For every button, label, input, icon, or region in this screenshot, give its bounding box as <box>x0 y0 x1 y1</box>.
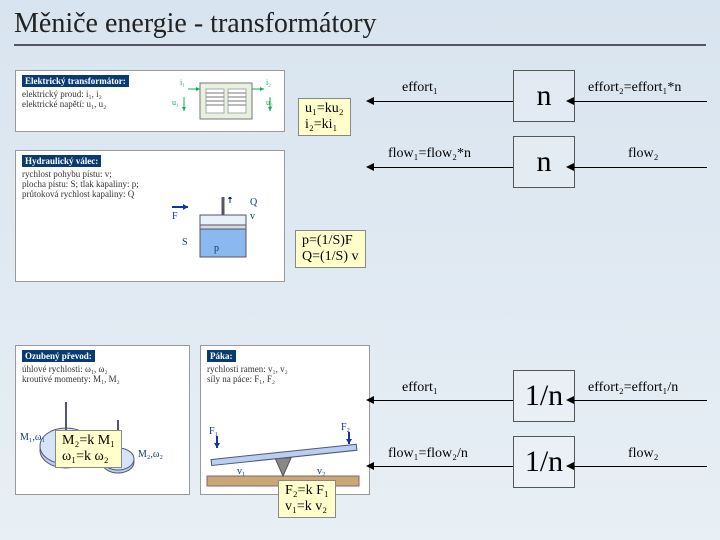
illus-hydraulic-cylinder: Hydraulický válec: rychlost pohybu pístu… <box>15 150 285 282</box>
lbl-effort2-top: effort₂=effort₁*n <box>588 80 681 96</box>
svg-text:v₂: v₂ <box>317 466 326 477</box>
illus4-header: Páka: <box>207 350 236 362</box>
eq-gear: M₂=k M₁ ω₁=k ω₂ <box>55 430 122 468</box>
illus3-header: Ozubený převod: <box>22 350 95 362</box>
svg-text:p: p <box>214 243 219 254</box>
arrow-bot_right_in <box>573 400 707 401</box>
svg-text:Q: Q <box>250 197 258 208</box>
illus4-text: rychlosti ramen: v₁, v₂ síly na páce: F₁… <box>207 364 288 384</box>
arrow-bot_left_in <box>373 400 513 401</box>
page-title: Měniče energie - transformátory <box>14 8 706 46</box>
arrow-top_left_flow <box>373 167 513 168</box>
lbl-effort2-bot: effort₂=effort₁/n <box>588 380 678 396</box>
illus2-text: rychlost pohybu pístu: v; plocha pístu: … <box>22 169 139 199</box>
lbl-effort1-top: effort₁ <box>402 80 438 96</box>
transformer-icon: i₁ i₂ u₁ u₂ <box>170 75 280 125</box>
illus1-header: Elektrický transformátor: <box>22 75 129 87</box>
illus-lever: Páka: rychlosti ramen: v₁, v₂ síly na pá… <box>200 345 370 495</box>
illus2-header: Hydraulický válec: <box>22 155 101 167</box>
lbl-flow2-bot: flow₂ <box>628 446 659 462</box>
svg-text:F: F <box>172 211 178 222</box>
nbox-top-flow: n <box>513 136 575 188</box>
svg-text:i₁: i₁ <box>180 78 185 87</box>
svg-text:M₂,ω₂: M₂,ω₂ <box>138 449 163 460</box>
svg-text:F₁: F₁ <box>209 426 218 437</box>
eq-hydraulic: p=(1/S)F Q=(1/S) v <box>295 230 366 268</box>
illus3-text: úhlové rychlosti: ω₁, ω₂ kroutivé moment… <box>22 364 120 384</box>
illus-elec-transformer: Elektrický transformátor: elektrický pro… <box>15 70 285 132</box>
eq-transformer: u₁=ku₂ i₂=ki₁ <box>298 98 351 136</box>
lbl-flow1-top: flow₁=flow₂*n <box>388 146 471 162</box>
svg-text:u₁: u₁ <box>172 98 179 107</box>
arrow-top_right_in <box>573 101 707 102</box>
lbl-effort1-bot: effort₁ <box>402 380 438 396</box>
hydraulic-icon: p S F Q v <box>170 197 280 277</box>
arrow-bot_left_flow <box>373 466 513 467</box>
svg-text:M₁,ω₁: M₁,ω₁ <box>20 432 45 443</box>
svg-text:i₂: i₂ <box>266 78 271 87</box>
svg-text:v₁: v₁ <box>237 466 246 477</box>
svg-text:v: v <box>250 211 255 222</box>
illus1-text: elektrický proud: i₁, i₂ elektrické napě… <box>22 89 106 109</box>
svg-text:S: S <box>182 237 188 248</box>
eq-lever: F₂=k F₁ v₁=k v₂ <box>278 480 336 518</box>
svg-text:F₂: F₂ <box>341 422 350 433</box>
illus-gear-pair: Ozubený převod: úhlové rychlosti: ω₁, ω₂… <box>15 345 190 495</box>
arrow-top_right_flow <box>573 167 707 168</box>
arrow-bot_right_flow <box>573 466 707 467</box>
lbl-flow1-bot: flow₁=flow₂/n <box>388 446 468 462</box>
lbl-flow2-top: flow₂ <box>628 146 659 162</box>
nbox-top-effort: n <box>513 70 575 122</box>
arrow-top_left_in <box>373 101 513 102</box>
